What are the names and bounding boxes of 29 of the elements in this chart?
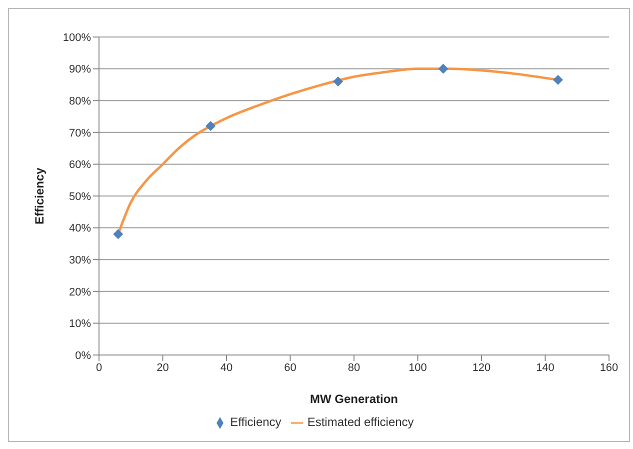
point (438, 64, 448, 74)
x-tick-label: 80 (348, 362, 360, 374)
y-tick-label: 70% (68, 127, 92, 140)
x-axis-title: MW Generation (310, 392, 398, 406)
y-tick-label: 40% (68, 222, 92, 235)
y-tick-label: 100% (62, 32, 92, 44)
point (333, 76, 344, 87)
legend-label: Efficiency (230, 415, 282, 429)
x-tick-label: 120 (472, 362, 491, 374)
y-tick-label: 20% (68, 286, 92, 298)
x-tick-label: 20 (156, 362, 169, 374)
point (206, 121, 216, 132)
x-tick-label: 100 (408, 362, 427, 374)
x-tick-label: 60 (284, 362, 296, 374)
y-tick-label: 60% (68, 159, 92, 172)
y-axis-title: Efficiency (32, 167, 46, 224)
legend-label: Estimated efficiency (307, 415, 414, 429)
y-tick-label: 90% (68, 64, 92, 76)
point (553, 74, 563, 85)
x-tick-label: 140 (536, 362, 554, 374)
y-tick-label: 0% (75, 350, 92, 362)
y-tick-label: 10% (68, 318, 92, 330)
y-tick-label: 80% (68, 96, 92, 108)
y-tick-label: 30% (68, 254, 92, 267)
y-tick-label: 50% (68, 190, 92, 203)
x-tick-label: 40 (220, 362, 233, 374)
point (113, 229, 124, 240)
x-tick-label: 160 (600, 362, 618, 374)
x-tick-label: 0 (96, 362, 102, 374)
